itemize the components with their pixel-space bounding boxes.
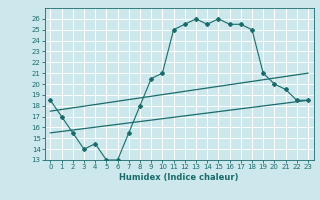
X-axis label: Humidex (Indice chaleur): Humidex (Indice chaleur) [119, 173, 239, 182]
